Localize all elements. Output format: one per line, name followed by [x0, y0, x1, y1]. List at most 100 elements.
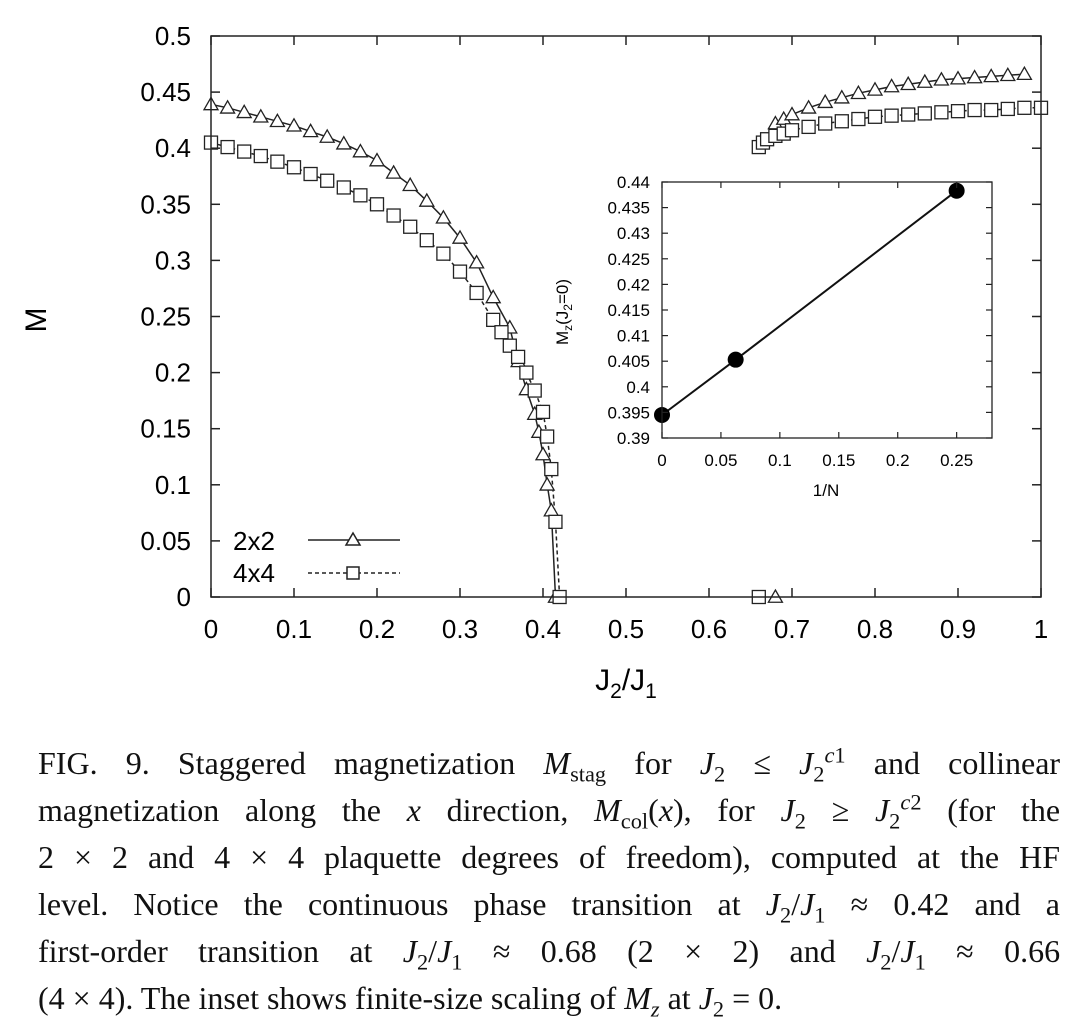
point-2x2	[999, 66, 1016, 82]
point-4x4	[510, 349, 526, 365]
point-2x2	[767, 588, 784, 603]
main-plot-frame	[210, 35, 1042, 598]
inset-background	[662, 182, 992, 438]
point-2x2	[783, 106, 801, 121]
x-tick-label: 0.4	[525, 614, 561, 644]
x-tick-label: 0.2	[359, 614, 395, 644]
inset-y-tick-label: 0.42	[617, 275, 650, 294]
point-4x4	[834, 114, 849, 129]
point-2x2	[236, 103, 253, 119]
series-line-4x4	[210, 141, 561, 598]
point-4x4	[237, 144, 252, 159]
main-series-markers	[202, 65, 1049, 605]
y-tick-label: 0.25	[140, 302, 191, 332]
point-2x2	[800, 99, 817, 114]
point-2x2	[368, 152, 386, 167]
point-2x2	[352, 143, 369, 158]
point-4x4	[486, 312, 501, 328]
inset-x-tick-label: 0.05	[704, 451, 737, 470]
point-4x4	[494, 325, 509, 340]
inset-y-tick-label: 0.395	[607, 403, 650, 422]
point-4x4	[917, 106, 932, 121]
point-4x4	[784, 123, 800, 138]
inset-x-tick-label: 0.1	[768, 451, 792, 470]
point-4x4	[469, 285, 484, 301]
inset-x-tick-label: 0.15	[822, 451, 855, 470]
point-2x2	[468, 254, 485, 269]
y-tick-label: 0.5	[155, 21, 191, 51]
x-tick-label: 1	[1034, 614, 1048, 644]
y-tick-label: 0.2	[155, 358, 191, 388]
main-tick-labels: 0 0.1 0.2 0.3 0.4 0.5 0.6 0.7 0.8 0.9 1 0 0.05 0.1 0.1…	[140, 21, 1048, 644]
point-4x4	[286, 160, 302, 175]
point-2x2	[335, 135, 352, 150]
inset-x-tick-label: 0.25	[940, 451, 973, 470]
point-4x4	[403, 219, 418, 234]
point-2x2	[252, 108, 269, 123]
inset-y-tick-label: 0.435	[607, 199, 650, 218]
point-2x2	[883, 78, 900, 93]
point-4x4	[436, 246, 451, 261]
inset-y-tick-label: 0.405	[607, 352, 650, 371]
inset-y-tick-label: 0.425	[607, 250, 650, 269]
inset-x-tick-label: 0.2	[886, 451, 910, 470]
point-4x4	[901, 107, 916, 122]
x-tick-label: 0.3	[442, 614, 478, 644]
point-2x2	[933, 71, 950, 86]
point-4x4	[527, 383, 542, 398]
point-2x2	[543, 502, 560, 517]
point-2x2	[385, 164, 402, 179]
point-4x4	[867, 109, 883, 124]
caption-line-5: first-order transition at J2/J1 ≈ 0.68 (…	[38, 933, 1061, 975]
point-4x4	[1000, 101, 1015, 117]
point-2x2	[418, 192, 435, 207]
point-4x4	[818, 116, 833, 131]
point-4x4	[386, 208, 401, 223]
point-2x2	[285, 117, 303, 132]
y-tick-label: 0.45	[140, 77, 191, 107]
legend-label-2x2: 2x2	[233, 526, 275, 556]
inset-point	[727, 351, 744, 368]
point-2x2	[219, 99, 236, 114]
x-tick-label: 0.7	[774, 614, 810, 644]
point-2x2	[850, 84, 867, 100]
point-4x4	[519, 365, 534, 380]
inset-y-tick-label: 0.4	[626, 378, 650, 397]
inset-ylabel: Mz(J2=0)	[553, 279, 575, 345]
inset-tick-labels: 0 0.05 0.1 0.15 0.2 0.25 0.39 0.395 0.4 0.405 0.41…	[607, 173, 973, 470]
point-2x2	[833, 89, 850, 104]
point-4x4	[502, 338, 517, 353]
point-2x2	[302, 123, 319, 138]
main-ylabel: M	[20, 308, 53, 333]
caption-line-6: (4 × 4). The inset shows finite-size sca…	[38, 980, 783, 1022]
main-xlabel: J2/J1	[595, 664, 657, 703]
point-2x2	[900, 75, 917, 91]
point-4x4	[270, 154, 285, 169]
point-2x2	[402, 176, 419, 192]
legend-label-4x4: 4x4	[233, 558, 275, 588]
x-tick-label: 0.8	[857, 614, 893, 644]
x-tick-label: 0	[204, 614, 218, 644]
point-2x2	[269, 112, 286, 128]
point-4x4	[303, 166, 318, 182]
x-tick-label: 0.9	[940, 614, 976, 644]
point-4x4	[419, 233, 434, 248]
y-tick-label: 0.4	[155, 133, 191, 163]
point-4x4	[535, 404, 551, 420]
point-2x2	[916, 73, 933, 88]
point-4x4	[220, 139, 235, 155]
caption-line-3: 2 × 2 and 4 × 4 plaquette degrees of fre…	[38, 839, 1060, 875]
inset-y-tick-label: 0.415	[607, 301, 650, 320]
y-tick-label: 0	[177, 582, 191, 612]
point-2x2	[451, 229, 469, 244]
point-4x4	[544, 461, 559, 477]
point-4x4	[1017, 100, 1032, 115]
caption-line-1: FIG. 9. Staggered magnetization Mstag fo…	[38, 742, 1061, 787]
point-4x4	[336, 180, 351, 195]
inset-x-tick-label: 0	[657, 451, 666, 470]
point-2x2	[966, 69, 983, 84]
point-4x4	[884, 108, 899, 123]
y-tick-label: 0.35	[140, 189, 191, 219]
point-2x2	[866, 81, 884, 96]
point-4x4	[548, 514, 563, 529]
